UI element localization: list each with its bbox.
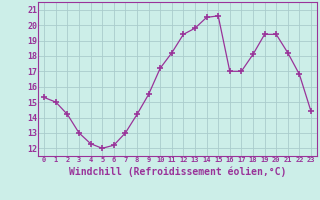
X-axis label: Windchill (Refroidissement éolien,°C): Windchill (Refroidissement éolien,°C)	[69, 166, 286, 177]
